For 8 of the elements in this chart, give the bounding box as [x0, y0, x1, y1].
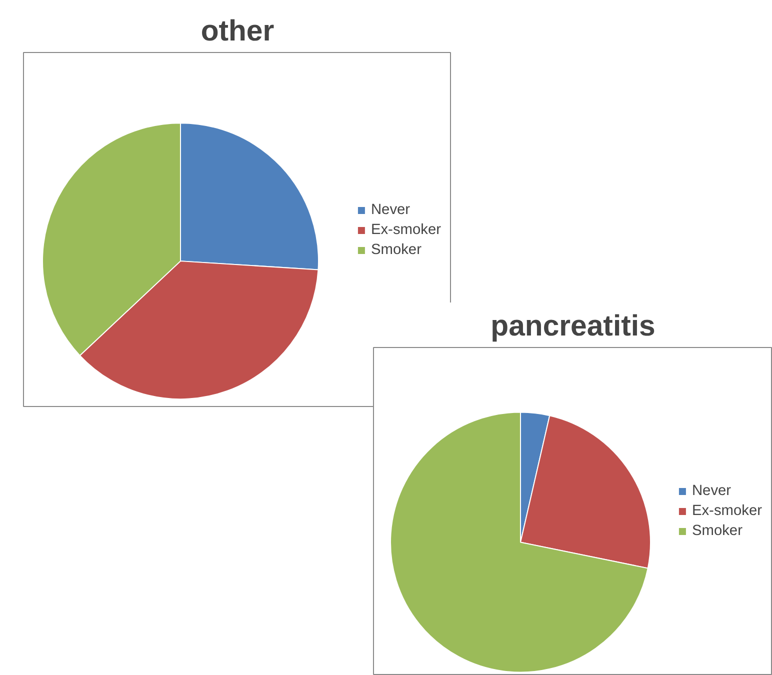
- chart-title: other: [200, 14, 274, 48]
- legend-label: Ex-smoker: [370, 222, 441, 238]
- legend-label: Smoker: [370, 242, 422, 258]
- legend-label: Never: [370, 202, 410, 218]
- legend-label: Ex-smoker: [692, 503, 762, 519]
- legend-label: Never: [692, 483, 732, 499]
- chart-title: pancreatitis: [490, 310, 656, 342]
- legend-label: Smoker: [692, 523, 742, 539]
